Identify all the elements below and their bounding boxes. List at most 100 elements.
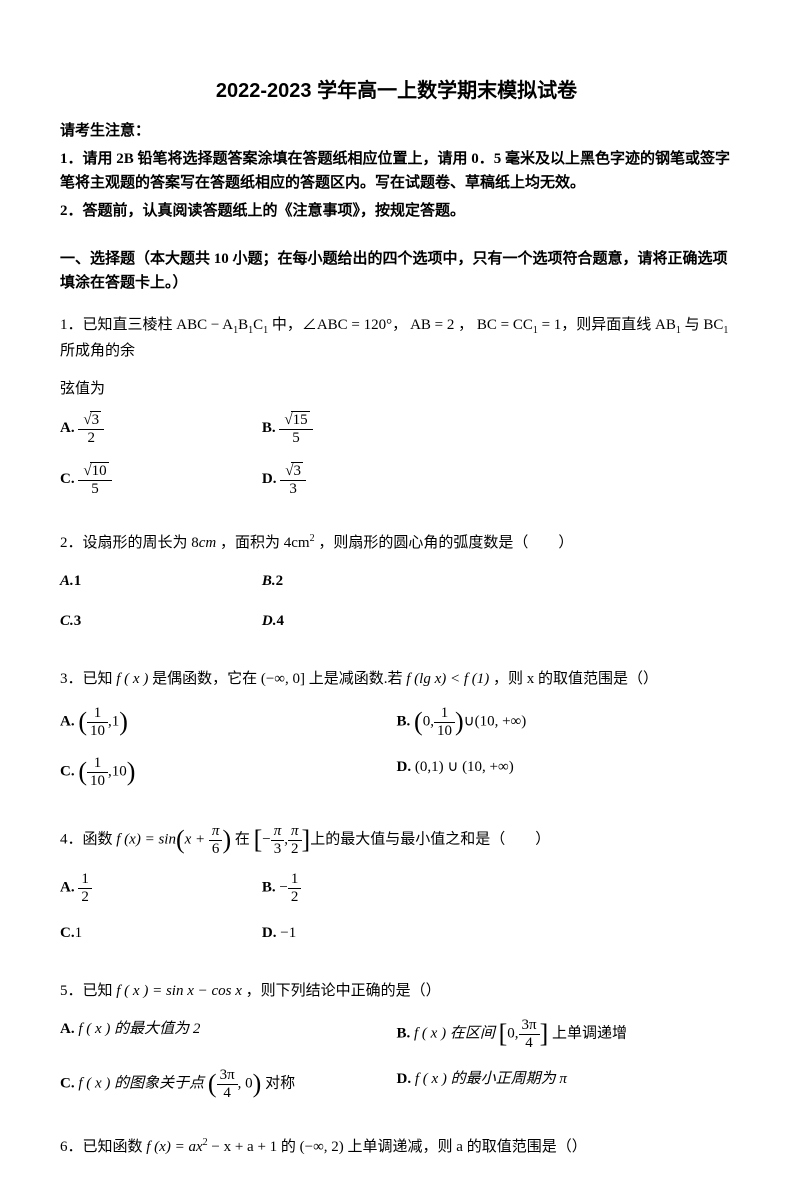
q4-c-val: 1	[75, 925, 83, 941]
q4-argden: 6	[209, 841, 223, 858]
q5-b-zero: 0,	[507, 1025, 518, 1041]
q1-d-den: 3	[280, 481, 306, 498]
q2-opt-c: C.3	[60, 609, 262, 633]
q3-options: A. (110,1) B. (0,110)∪(10, +∞) C. (110,1…	[60, 705, 733, 805]
q1-opt-a: A. 32	[60, 411, 262, 446]
q1-b-den: 5	[279, 430, 312, 447]
q5-b-num: 3π	[519, 1017, 540, 1035]
q4-bnum: π	[288, 823, 302, 841]
q1-a-den: 2	[78, 430, 104, 447]
q4-post: 上的最大值与最小值之和是（ ）	[310, 831, 550, 847]
q5-c-close: )	[253, 1069, 262, 1098]
q1-sub6: 1	[723, 325, 728, 336]
q1-mid4: = 1，则异面直线 AB	[538, 317, 676, 333]
q1-c-label: C.	[60, 471, 75, 487]
q1-opt-c: C. 105	[60, 462, 262, 497]
q3-c-sep: ,10	[108, 763, 127, 779]
q6-pre: 6．已知函数	[60, 1139, 146, 1155]
q4-c-label: C.	[60, 925, 75, 941]
q5-d-text: f ( x ) 的最小正周期为 π	[415, 1071, 567, 1087]
question-2: 2．设扇形的周长为 8cm ，面积为 4cm2 ，则扇形的圆心角的弧度数是（ ）…	[60, 531, 733, 649]
q2-cm: cm	[199, 535, 217, 551]
q4-b-num: 1	[288, 871, 302, 889]
q4-opt-d: D. −1	[262, 921, 464, 945]
q4-opt-a: A. 12	[60, 871, 262, 905]
q3-fx: f ( x )	[116, 671, 148, 687]
q1-opt-d: D. 33	[262, 462, 464, 497]
q1-d-num: 3	[291, 462, 303, 480]
q4-bracket-close-icon: ]	[302, 825, 311, 854]
q3-a-den: 10	[87, 723, 108, 740]
q3-cond: f (lg x) < f (1)	[406, 671, 489, 687]
q3-a-label: A.	[60, 713, 75, 729]
q4-aden: 3	[271, 841, 285, 858]
q5-c-label: C.	[60, 1075, 75, 1091]
q5-opt-a: A. f ( x ) 的最大值为 2	[60, 1017, 397, 1051]
q3-b-zero: 0,	[423, 713, 434, 729]
q3-opt-b: B. (0,110)∪(10, +∞)	[397, 705, 734, 739]
q5-fx: f ( x ) = sin x − cos x	[116, 983, 242, 999]
q3-pre: 3．已知	[60, 671, 116, 687]
q4-a-den: 2	[78, 889, 92, 906]
q3-a-num: 1	[87, 705, 108, 723]
q1-d-label: D.	[262, 471, 277, 487]
q4-asign: −	[262, 831, 270, 847]
q2-opt-b: B.2	[262, 569, 464, 593]
q5-c-sep: , 0	[238, 1075, 253, 1091]
q4-b-sign: −	[279, 879, 287, 895]
q4-anum: π	[271, 823, 285, 841]
question-5: 5．已知 f ( x ) = sin x − cos x ，则下列结论中正确的是…	[60, 979, 733, 1117]
q5-c-den: 4	[217, 1085, 238, 1102]
q5-b-den: 4	[519, 1035, 540, 1052]
q5-post: ，则下列结论中正确的是（）	[242, 983, 441, 999]
question-1: 1．已知直三棱柱 ABC − A1B1C1 中，∠ABC = 120°， AB …	[60, 313, 733, 513]
q6-fx: f (x) = ax	[146, 1139, 202, 1155]
q5-b-label: B.	[397, 1025, 411, 1041]
q3-c-close: )	[127, 757, 136, 786]
q3-c-open: (	[78, 757, 87, 786]
q3-a-open: (	[78, 707, 87, 736]
q5-pre: 5．已知	[60, 983, 116, 999]
q2-d-val: 4	[276, 613, 284, 629]
q1-mid2: C	[253, 317, 263, 333]
q1-b-num: 15	[291, 411, 310, 429]
q3-c-num: 1	[87, 755, 108, 773]
q5-options: A. f ( x ) 的最大值为 2 B. f ( x ) 在区间 [0,3π4…	[60, 1017, 733, 1117]
q1-mid1: B	[238, 317, 248, 333]
q3-a-close: )	[119, 707, 128, 736]
q3-b-close1: )	[455, 707, 464, 736]
q3-opt-d: D. (0,1) ∪ (10, +∞)	[397, 755, 734, 789]
q1-prefix: 1．已知直三棱柱 ABC − A	[60, 317, 233, 333]
question-4: 4．函数 f (x) = sin(x + π6) 在 [−π3,π2]上的最大值…	[60, 823, 733, 961]
notice-1: 1．请用 2B 铅笔将选择题答案涂填在答题纸相应位置上，请用 0．5 毫米及以上…	[60, 147, 733, 195]
q3-b-label: B.	[397, 713, 411, 729]
exam-page: 2022-2023 学年高一上数学期末模拟试卷 请考生注意： 1．请用 2B 铅…	[0, 0, 793, 1199]
q5-b-pre: f ( x ) 在区间	[414, 1025, 495, 1041]
q4-a-num: 1	[78, 871, 92, 889]
q1-options: A. 32 B. 155 C. 105 D. 33	[60, 411, 464, 513]
q1-c-num: 10	[90, 462, 109, 480]
section-header: 一、选择题（本大题共 10 小题；在每小题给出的四个选项中，只有一个选项符合题意…	[60, 247, 733, 295]
question-6: 6．已知函数 f (x) = ax2 − x + a + 1 的 (−∞, 2)…	[60, 1135, 733, 1159]
q2-c-val: 3	[74, 613, 82, 629]
q4-argpre: x +	[185, 831, 206, 847]
q4-argnum: π	[209, 823, 223, 841]
q3-c-den: 10	[87, 773, 108, 790]
q3-opt-c: C. (110,10)	[60, 755, 397, 789]
q5-opt-d: D. f ( x ) 的最小正周期为 π	[397, 1067, 734, 1101]
q5-opt-b: B. f ( x ) 在区间 [0,3π4] 上单调递增	[397, 1017, 734, 1051]
q4-fxpre: f (x) = sin	[116, 831, 176, 847]
q4-open-icon: (	[176, 825, 185, 854]
q1-suffix: 所成角的余	[60, 343, 135, 359]
q3-d-text: (0,1) ∪ (10, +∞)	[415, 759, 514, 775]
q2-b-label: B.	[262, 573, 276, 589]
q5-b-close: ]	[540, 1019, 549, 1048]
q5-c-pre: f ( x ) 的图象关于点	[78, 1075, 204, 1091]
q3-mid1: 是偶函数，它在 (−∞, 0] 上是减函数.若	[148, 671, 406, 687]
q1-text: 1．已知直三棱柱 ABC − A1B1C1 中，∠ABC = 120°， AB …	[60, 317, 728, 359]
q4-mid: 在	[235, 831, 250, 847]
q2-d-label: D.	[262, 613, 277, 629]
q1-mid5: 与 BC	[681, 317, 724, 333]
q4-pre: 4．函数	[60, 831, 116, 847]
q3-b-den: 10	[434, 723, 455, 740]
